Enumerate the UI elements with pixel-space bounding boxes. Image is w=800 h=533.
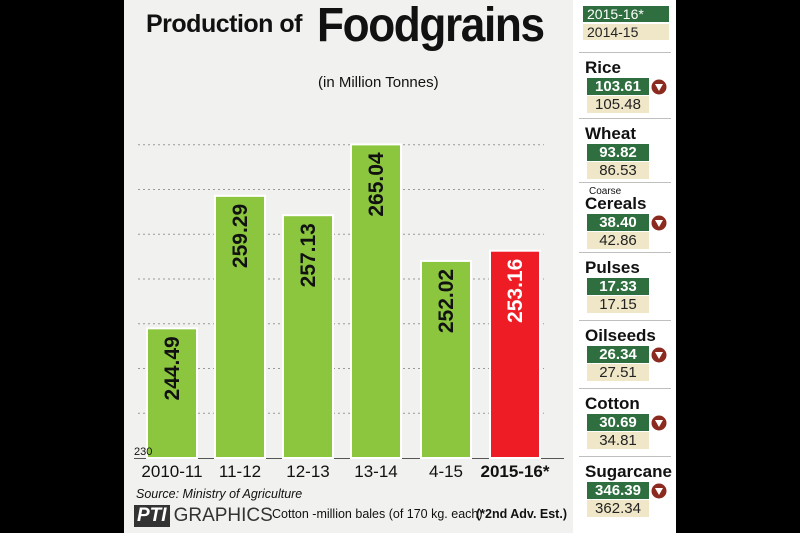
bar-group: 244.49: [146, 327, 198, 460]
previous-value: 27.51: [587, 364, 649, 381]
down-arrow-icon: [651, 215, 667, 231]
bar-plot: 244.49 259.29 257.13 265.04 252.02 253.16: [134, 143, 564, 460]
crop-name: Oilseeds: [585, 326, 656, 345]
crop-name: Cereals: [585, 194, 647, 213]
chart-canvas: Production of Foodgrains (in Million Ton…: [124, 0, 676, 533]
crop-name: Pulses: [585, 258, 640, 277]
x-tick-label: 11-12: [218, 462, 262, 481]
bar-value-label: 252.02: [435, 269, 458, 333]
current-value: 17.33: [587, 278, 649, 295]
bar: [214, 194, 266, 460]
x-tick-label: 12-13: [286, 462, 330, 481]
previous-value: 17.15: [587, 296, 649, 313]
current-value: 26.34: [587, 346, 649, 363]
down-arrow-icon: [651, 483, 667, 499]
bar-group: 257.13: [282, 214, 334, 459]
separator: [579, 182, 671, 183]
current-value: 38.40: [587, 214, 649, 231]
previous-value: 42.86: [587, 232, 649, 249]
crop-note: Coarse: [589, 186, 622, 197]
bar-group: 252.02: [420, 259, 472, 459]
bar: [146, 327, 198, 460]
chart-subtitle: (in Million Tonnes): [318, 74, 439, 91]
estimate-note: (*2nd Adv. Est.): [476, 507, 567, 521]
bar-value-label: 253.16: [504, 259, 527, 323]
crop-name: Sugarcane: [585, 462, 672, 481]
bar: [282, 214, 334, 459]
separator: [579, 456, 671, 457]
crop-name: Rice: [585, 58, 621, 77]
separator: [579, 388, 671, 389]
x-tick-label: 13-14: [354, 462, 398, 481]
down-arrow-icon: [651, 347, 667, 363]
separator: [579, 320, 671, 321]
source-note: Source: Ministry of Agriculture: [136, 487, 303, 501]
previous-value: 105.48: [587, 96, 649, 113]
cotton-unit-note: Cotton -million bales (of 170 kg. each): [272, 507, 483, 521]
crop-side-panel: 2015-16* 2014-15 Rice 103.61 105.48 Wheat 93…: [573, 0, 676, 533]
down-arrow-icon: [651, 79, 667, 95]
crop-name: Cotton: [585, 394, 640, 413]
pti-graphics-logo: PTI GRAPHICS: [134, 503, 273, 529]
current-value: 103.61: [587, 78, 649, 95]
bar: [489, 249, 541, 459]
previous-value: 34.81: [587, 432, 649, 449]
bar-group: 259.29: [214, 194, 266, 460]
current-value: 30.69: [587, 414, 649, 431]
separator: [579, 118, 671, 119]
bar-group: 265.04: [350, 143, 402, 459]
chart-title-prefix: Production of: [146, 10, 302, 38]
previous-value: 362.34: [587, 500, 649, 517]
bar-value-label: 257.13: [297, 223, 320, 287]
x-tick-label: 2010-11: [141, 462, 203, 481]
bar-group: 253.16: [489, 249, 541, 459]
separator: [579, 252, 671, 253]
chart-title: Foodgrains: [317, 0, 545, 52]
bar-value-label: 259.29: [229, 204, 252, 268]
x-tick-label: 4-15: [428, 462, 464, 481]
crop-name: Wheat: [585, 124, 636, 143]
current-value: 93.82: [587, 144, 649, 161]
graphics-logo-text: GRAPHICS: [173, 505, 273, 526]
bar: [420, 259, 472, 459]
x-tick-label: 2015-16*: [480, 462, 550, 481]
legend-previous-year: 2014-15: [583, 24, 669, 40]
bar-value-label: 265.04: [365, 152, 388, 217]
previous-value: 86.53: [587, 162, 649, 179]
pti-logo-mark: PTI: [134, 505, 170, 527]
bar-value-label: 244.49: [161, 336, 184, 400]
legend-current-year: 2015-16*: [583, 6, 669, 22]
down-arrow-icon: [651, 415, 667, 431]
bar: [350, 143, 402, 459]
separator: [579, 52, 671, 53]
y-axis-min-label: 230: [134, 446, 153, 458]
current-value: 346.39: [587, 482, 649, 499]
bars: 244.49 259.29 257.13 265.04 252.02 253.16: [146, 143, 541, 460]
